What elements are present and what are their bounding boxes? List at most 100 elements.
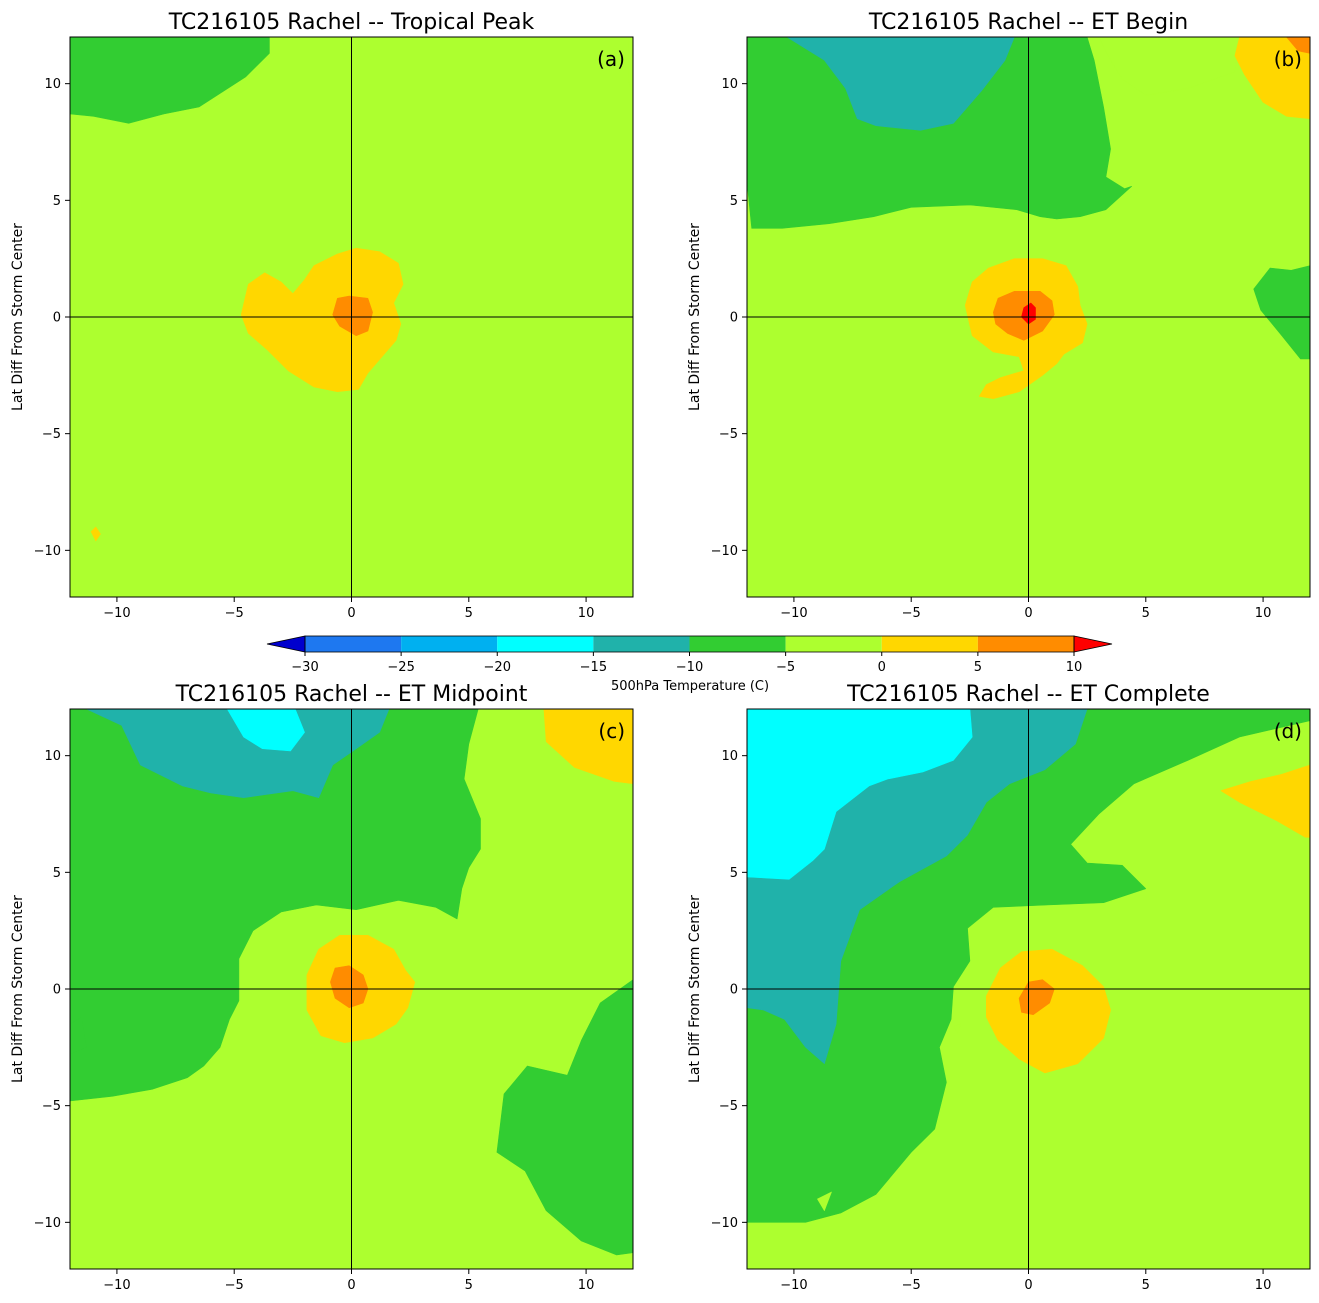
contour-region <box>70 37 270 124</box>
contour-region <box>1018 979 1055 1016</box>
y-tick-label: 0 <box>730 311 738 326</box>
contour-region <box>1286 37 1310 54</box>
y-tick-label: 10 <box>721 749 738 764</box>
y-tick-label: −10 <box>711 1216 738 1231</box>
y-tick-label: 5 <box>730 194 738 209</box>
contour-region <box>70 709 481 1102</box>
colorbar-tick-label: −15 <box>580 660 607 675</box>
plot-area <box>747 37 1310 597</box>
y-tick-label: −10 <box>711 544 738 559</box>
y-tick-label: 5 <box>53 194 61 209</box>
y-axis-label: Lat Diff From Storm Center <box>10 895 26 1083</box>
y-tick-label: −5 <box>719 427 738 442</box>
y-tick-label: 0 <box>730 983 738 998</box>
x-tick-label: 5 <box>465 606 473 621</box>
y-tick-label: 10 <box>44 77 61 92</box>
plot-area <box>70 37 633 597</box>
x-tick-label: −5 <box>225 606 244 621</box>
y-tick-label: 0 <box>53 983 61 998</box>
contour-region <box>747 709 973 880</box>
colorbar-band <box>977 636 1074 652</box>
panel-c: −10 −5 0 5 10 −10 −5 0 5 10 TC216105 Rachel -- ET … <box>10 682 634 1293</box>
colorbar: −30 −25 −20 −15 −10 −5 0 5 10 500hPa Temperature… <box>266 635 1113 694</box>
colorbar-bands <box>266 635 1113 653</box>
y-tick-label: 5 <box>53 866 61 881</box>
colorbar-tick-label: −25 <box>387 660 414 675</box>
y-axis-label: Lat Diff From Storm Center <box>687 223 703 411</box>
colorbar-band <box>401 636 498 652</box>
contour-region <box>786 37 1015 131</box>
colorbar-tick-label: 10 <box>1066 660 1083 675</box>
contour-region <box>496 979 633 1256</box>
panel-a: −10 −5 0 5 10 −10 −5 0 5 10 TC216105 Rachel -- Tro… <box>10 10 634 621</box>
colorbar-tick-label: −30 <box>291 660 318 675</box>
panel-title: TC216105 Rachel -- ET Midpoint <box>175 682 528 707</box>
panel-title: TC216105 Rachel -- ET Complete <box>846 682 1210 707</box>
y-tick-label: 10 <box>44 749 61 764</box>
panels: −10 −5 0 5 10 −10 −5 0 5 10 TC216105 Rachel -- Tro… <box>10 10 1311 1293</box>
contour-region <box>1220 764 1310 838</box>
colorbar-band <box>305 636 402 652</box>
y-axis-label: Lat Diff From Storm Center <box>10 223 26 411</box>
plot-area <box>70 709 633 1269</box>
plot-area <box>747 709 1310 1269</box>
contour-region <box>1234 37 1310 119</box>
colorbar-extend-under <box>266 635 306 653</box>
colorbar-band <box>785 636 882 652</box>
colorbar-tick-label: −20 <box>484 660 511 675</box>
x-tick-label: 0 <box>347 1278 355 1293</box>
contour-region <box>627 37 633 98</box>
colorbar-tick-label: 5 <box>974 660 982 675</box>
panel-tag: (a) <box>597 47 625 71</box>
colorbar-ticks: −30 −25 −20 −15 −10 −5 0 5 10 <box>291 652 1082 675</box>
x-tick-label: −5 <box>902 1278 921 1293</box>
x-tick-label: −5 <box>225 1278 244 1293</box>
y-tick-label: 0 <box>53 311 61 326</box>
panel-b: −10 −5 0 5 10 −10 −5 0 5 10 TC216105 Rachel -- ET … <box>687 10 1311 621</box>
x-tick-label: −10 <box>780 606 807 621</box>
panel-tag: (b) <box>1274 47 1302 71</box>
x-tick-label: 0 <box>347 606 355 621</box>
x-tick-label: −10 <box>780 1278 807 1293</box>
colorbar-extend-over <box>1073 635 1113 653</box>
x-tick-label: 5 <box>465 1278 473 1293</box>
panel-title: TC216105 Rachel -- Tropical Peak <box>168 10 535 35</box>
y-tick-label: 10 <box>721 77 738 92</box>
colorbar-band <box>593 636 690 652</box>
contour-region <box>1253 265 1310 360</box>
y-tick-label: 5 <box>730 866 738 881</box>
y-tick-label: −5 <box>42 427 61 442</box>
colorbar-label: 500hPa Temperature (C) <box>611 679 769 694</box>
x-tick-label: 10 <box>578 1278 595 1293</box>
contour-region <box>226 709 305 752</box>
y-tick-label: −5 <box>719 1099 738 1114</box>
y-axis-label: Lat Diff From Storm Center <box>687 895 703 1083</box>
contour-region <box>332 295 373 337</box>
contour-region <box>90 526 101 542</box>
x-tick-label: 5 <box>1142 1278 1150 1293</box>
contour-region <box>240 247 404 393</box>
x-tick-label: 0 <box>1024 606 1032 621</box>
y-tick-label: −5 <box>42 1099 61 1114</box>
x-tick-label: −5 <box>902 606 921 621</box>
contour-region <box>70 1016 87 1055</box>
colorbar-tick-label: −10 <box>676 660 703 675</box>
colorbar-band <box>881 636 978 652</box>
panel-d: −10 −5 0 5 10 −10 −5 0 5 10 TC216105 Rachel -- ET … <box>687 682 1311 1293</box>
panel-tag: (c) <box>598 719 625 743</box>
panel-title: TC216105 Rachel -- ET Begin <box>868 10 1188 35</box>
x-tick-label: 10 <box>578 606 595 621</box>
colorbar-tick-label: 0 <box>878 660 886 675</box>
x-tick-label: 10 <box>1255 1278 1272 1293</box>
x-tick-label: −10 <box>103 1278 130 1293</box>
panel-tag: (d) <box>1274 719 1302 743</box>
contour-region <box>953 1023 961 1034</box>
colorbar-band <box>497 636 594 652</box>
contour-region <box>985 948 1111 1074</box>
x-tick-label: 5 <box>1142 606 1150 621</box>
y-tick-label: −10 <box>34 544 61 559</box>
colorbar-band <box>689 636 786 652</box>
y-tick-label: −10 <box>34 1216 61 1231</box>
contour-region <box>86 709 390 799</box>
